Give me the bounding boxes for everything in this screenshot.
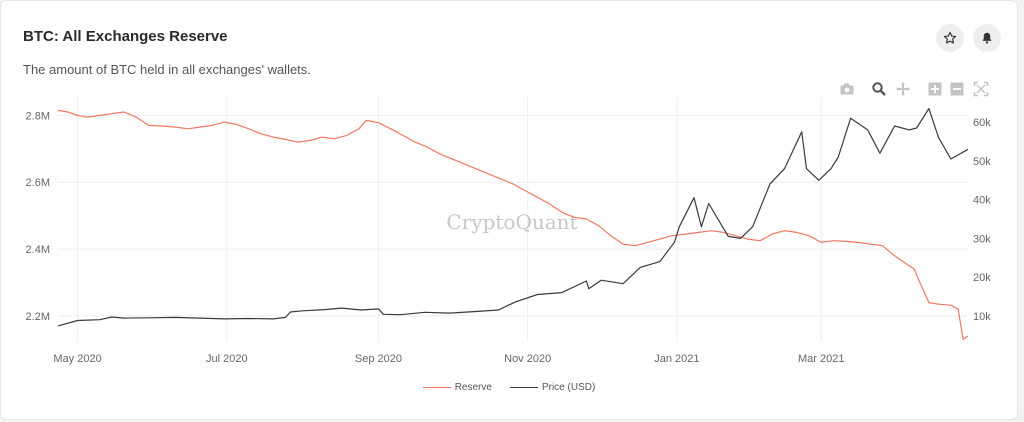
series-line-price: [57, 107, 969, 327]
legend-label-price: Price (USD): [541, 382, 596, 393]
y-left-tick-label-2: 2.6M: [26, 177, 50, 189]
y-right-tick-label-5: 60k: [973, 117, 991, 129]
y-right-tick-label-2: 30k: [973, 233, 991, 245]
y-right-tick-label-3: 40k: [973, 195, 991, 207]
right-axis-ticks: 10k 20k 30k 40k 50k 60k: [973, 117, 991, 323]
x-tick-label-2: Sep 2020: [355, 353, 402, 365]
reserve-price-chart[interactable]: CryptoQuant May 2020 Jul 2020 Sep 2020 Nov …: [1, 1, 1017, 381]
left-axis-ticks: 2.2M 2.4M 2.6M 2.8M: [26, 110, 50, 323]
star-icon: [943, 31, 957, 44]
y-left-tick-label-1: 2.4M: [26, 244, 50, 256]
y-right-tick-label-4: 50k: [973, 156, 991, 168]
x-tick-label-5: Mar 2021: [798, 353, 844, 365]
x-axis-ticks: May 2020 Jul 2020 Sep 2020 Nov 2020 Jan 2021…: [53, 353, 844, 365]
autoscale-icon[interactable]: [973, 81, 989, 97]
grid-lines: [58, 97, 968, 341]
chart-legend: Reserve Price (USD): [1, 382, 1017, 393]
y-left-tick-label-0: 2.2M: [26, 311, 50, 323]
legend-swatch-reserve: [422, 387, 451, 388]
zoom-out-icon[interactable]: [949, 81, 965, 97]
series-lines: [57, 107, 969, 340]
series-line-reserve: [57, 109, 969, 340]
alert-button[interactable]: [973, 24, 1001, 52]
y-left-tick-label-3: 2.8M: [26, 110, 50, 122]
camera-icon[interactable]: [839, 81, 855, 97]
chart-title: BTC: All Exchanges Reserve: [23, 28, 228, 45]
x-tick-label-1: Jul 2020: [206, 353, 248, 365]
x-tick-label-0: May 2020: [53, 353, 101, 365]
chart-subtitle: The amount of BTC held in all exchanges'…: [23, 62, 311, 77]
zoom-in-icon[interactable]: [927, 81, 943, 97]
y-right-tick-label-1: 20k: [973, 272, 991, 284]
legend-swatch-price: [509, 387, 538, 388]
bell-icon: [982, 32, 992, 44]
x-tick-label-4: Jan 2021: [654, 353, 699, 365]
legend-label-reserve: Reserve: [454, 382, 492, 393]
x-tick-label-3: Nov 2020: [504, 353, 551, 365]
y-right-tick-label-0: 10k: [973, 311, 991, 323]
legend-item-price[interactable]: Price (USD): [509, 382, 596, 393]
favorite-button[interactable]: [936, 24, 964, 52]
watermark: CryptoQuant: [446, 210, 577, 234]
legend-item-reserve[interactable]: Reserve: [422, 382, 492, 393]
zoom-icon[interactable]: [871, 81, 887, 97]
pan-icon[interactable]: [895, 81, 911, 97]
